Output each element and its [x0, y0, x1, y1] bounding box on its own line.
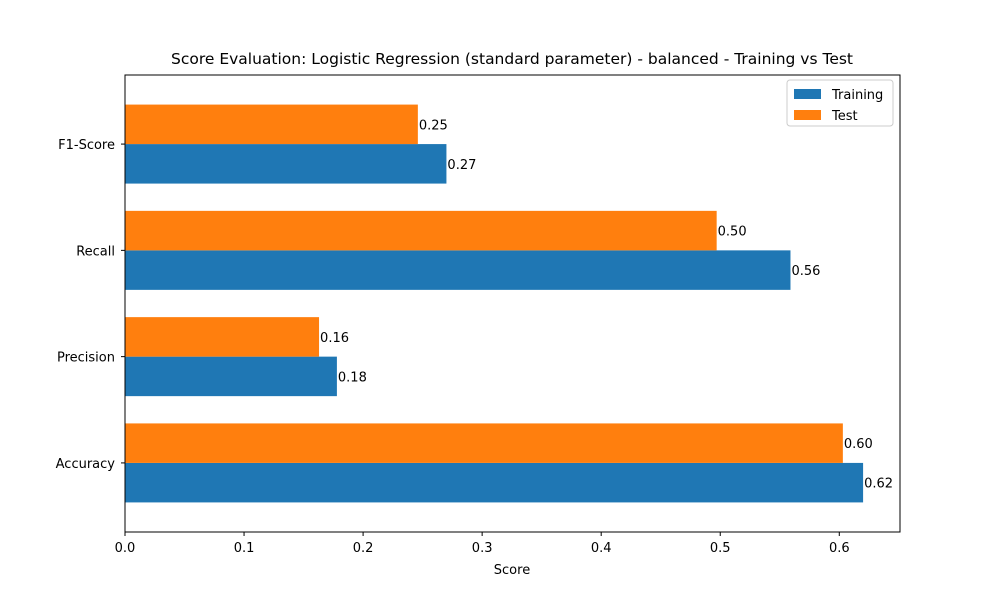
x-tick-label: 0.5: [710, 541, 731, 556]
x-axis-label: Score: [494, 563, 530, 578]
data-label-test-accuracy: 0.60: [844, 437, 873, 452]
legend-swatch-test: [794, 110, 821, 120]
y-tick-label: Accuracy: [56, 457, 116, 472]
data-label-training-f1-score: 0.27: [447, 158, 476, 173]
data-label-training-recall: 0.56: [791, 264, 820, 279]
data-label-test-f1-score: 0.25: [419, 118, 448, 133]
bar-test-recall: [125, 210, 717, 251]
legend: Training Test: [786, 79, 894, 127]
bar-test-precision: [125, 317, 320, 357]
data-label-training-precision: 0.18: [338, 370, 367, 385]
data-label-training-accuracy: 0.62: [864, 477, 893, 492]
bar-training-f1-score: [125, 144, 447, 184]
data-label-test-precision: 0.16: [320, 331, 349, 346]
bar-training-recall: [125, 250, 791, 290]
plot-area: 0.62 0.18 0.56 0.27 0.60 0.16 0.50 0.25 0.0 0.1 0.…: [56, 74, 901, 556]
y-tick-label: F1-Score: [58, 138, 115, 153]
y-tick-label: Precision: [57, 351, 115, 366]
legend-swatch-training: [794, 89, 821, 99]
plot-frame: [124, 74, 901, 533]
bar-test-f1-score: [125, 104, 418, 145]
legend-label-test: Test: [831, 109, 858, 124]
y-tick-label: Recall: [76, 244, 115, 259]
chart-title: Score Evaluation: Logistic Regression (s…: [171, 50, 853, 68]
bar-test-accuracy: [125, 423, 843, 463]
x-tick-label: 0.6: [829, 541, 850, 556]
bar-training-precision: [125, 356, 337, 397]
bar-training-accuracy: [125, 462, 864, 503]
x-tick-label: 0.4: [591, 541, 612, 556]
legend-label-training: Training: [831, 88, 883, 103]
x-tick-label: 0.3: [472, 541, 493, 556]
data-label-test-recall: 0.50: [718, 225, 747, 240]
x-tick-label: 0.0: [115, 541, 136, 556]
x-tick-label: 0.2: [353, 541, 374, 556]
x-tick-label: 0.1: [234, 541, 255, 556]
